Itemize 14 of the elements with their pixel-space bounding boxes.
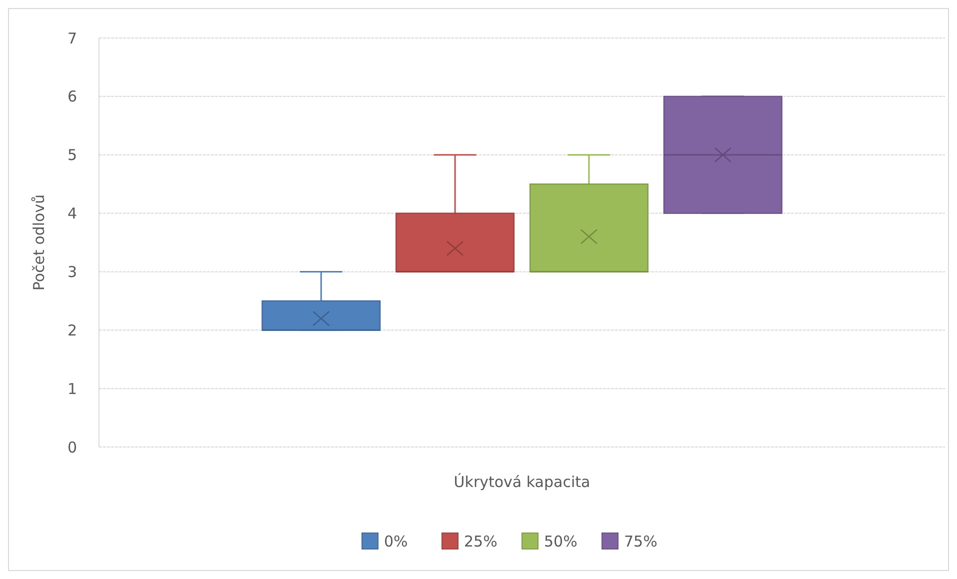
x-axis-title: Úkrytová kapacita	[454, 473, 590, 491]
y-tick-label: 3	[67, 262, 77, 281]
y-tick-label: 6	[67, 88, 77, 106]
y-tick-label: 0	[67, 438, 77, 456]
legend-label: 50%	[544, 532, 578, 550]
y-tick-label: 2	[67, 321, 77, 340]
y-tick-label: 5	[67, 146, 77, 164]
legend-label: 25%	[464, 532, 498, 550]
legend-label: 0%	[384, 532, 408, 550]
legend-label: 75%	[624, 532, 658, 550]
y-tick-label: 1	[67, 380, 77, 398]
y-axis-title: Počet odlovů	[30, 194, 48, 291]
y-tick-label: 7	[67, 29, 77, 48]
y-tick-label: 4	[67, 204, 77, 223]
